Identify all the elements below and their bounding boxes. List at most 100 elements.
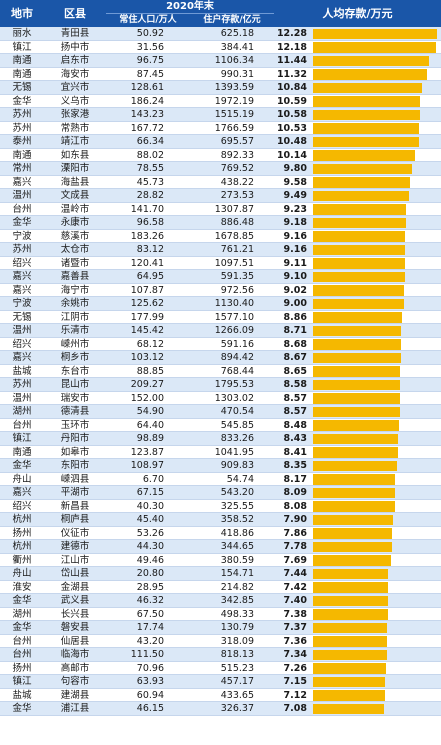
cell-per-capita: 9.58: [283, 176, 307, 188]
cell-deposit: 1130.40: [214, 298, 254, 309]
cell-county: 江阴市: [60, 311, 90, 323]
cell-per-capita: 8.08: [283, 500, 307, 512]
cell-population: 67.50: [136, 608, 164, 620]
cell-county: 海宁市: [60, 284, 90, 296]
cell-population: 28.95: [136, 581, 164, 593]
cell-county: 诸暨市: [60, 257, 90, 269]
cell-deposit: 1041.95: [214, 446, 254, 458]
cell-city: 台州: [12, 203, 32, 215]
cell-deposit: 515.23: [220, 662, 254, 674]
per-capita-bar: [313, 595, 388, 606]
cell-county: 桐乡市: [60, 352, 90, 363]
cell-population: 98.89: [136, 433, 164, 444]
cell-per-capita: 8.09: [283, 487, 307, 498]
cell-deposit: 433.65: [220, 689, 254, 701]
cell-per-capita: 9.49: [283, 190, 307, 201]
cell-per-capita: 8.57: [283, 406, 307, 417]
cell-population: 46.15: [136, 703, 164, 714]
per-capita-bar: [313, 433, 399, 444]
cell-per-capita: 8.41: [283, 446, 307, 458]
cell-county: 文成县: [60, 190, 90, 201]
cell-deposit: 1393.59: [214, 82, 254, 93]
cell-deposit: 625.18: [220, 28, 254, 39]
cell-population: 96.58: [136, 217, 164, 228]
per-capita-bar: [313, 69, 428, 80]
cell-deposit: 833.26: [220, 433, 254, 444]
cell-county: 东台市: [60, 365, 90, 377]
cell-city: 南通: [12, 68, 32, 80]
cell-deposit: 325.55: [220, 500, 254, 512]
cell-population: 107.87: [130, 284, 164, 296]
cell-county: 瑞安市: [60, 392, 90, 404]
cell-per-capita: 9.02: [283, 284, 307, 296]
cell-per-capita: 10.58: [276, 109, 307, 120]
cell-city: 苏州: [12, 109, 32, 120]
cell-deposit: 318.09: [220, 635, 254, 647]
cell-city: 苏州: [12, 122, 32, 134]
per-capita-bar: [313, 649, 388, 660]
cell-city: 南通: [12, 149, 32, 161]
cell-per-capita: 7.90: [283, 514, 307, 525]
cell-county: 长兴县: [60, 608, 90, 620]
cell-county: 金湖县: [60, 581, 90, 593]
cell-city: 无锡: [12, 311, 32, 323]
cell-county: 如皋市: [60, 446, 90, 458]
cell-population: 49.46: [136, 554, 164, 566]
cell-population: 88.85: [136, 365, 164, 377]
cell-city: 金华: [12, 703, 32, 714]
per-capita-bar: [313, 663, 387, 674]
cell-population: 17.74: [136, 622, 164, 633]
per-capita-bar: [313, 42, 436, 53]
cell-population: 45.40: [136, 514, 164, 525]
cell-county: 海安市: [60, 68, 90, 80]
cell-deposit: 695.57: [220, 136, 254, 147]
cell-city: 扬州: [12, 527, 32, 539]
cell-per-capita: 10.14: [276, 149, 307, 161]
cell-county: 仙居县: [60, 635, 90, 647]
per-capita-bar: [313, 109, 420, 120]
cell-per-capita: 9.16: [283, 244, 307, 255]
cell-city: 湖州: [12, 406, 32, 417]
cell-per-capita: 7.36: [283, 635, 307, 647]
cell-city: 舟山: [12, 473, 32, 485]
per-capita-bar: [313, 460, 398, 471]
cell-county: 余姚市: [60, 298, 90, 309]
cell-county: 嵊泗县: [60, 473, 90, 485]
cell-county: 东阳市: [60, 460, 90, 471]
cell-county: 建德市: [60, 541, 90, 552]
cell-city: 镇江: [12, 433, 32, 444]
cell-city: 南通: [12, 446, 32, 458]
per-capita-bar: [313, 96, 420, 107]
cell-city: 淮安: [12, 581, 32, 593]
cell-county: 温岭市: [60, 203, 90, 215]
per-capita-bar: [313, 163, 412, 174]
per-capita-bar: [313, 501, 395, 512]
cell-county: 溧阳市: [60, 163, 90, 174]
per-capita-bar: [313, 204, 407, 215]
cell-deposit: 498.33: [220, 608, 254, 620]
cell-deposit: 418.86: [220, 527, 254, 539]
cell-deposit: 54.74: [226, 473, 254, 485]
cell-city: 镇江: [12, 676, 32, 687]
cell-deposit: 768.44: [220, 365, 254, 377]
cell-city: 丽水: [12, 28, 32, 39]
cell-county: 昆山市: [60, 379, 90, 390]
cell-population: 167.72: [130, 122, 164, 134]
cell-county: 义乌市: [60, 95, 90, 107]
cell-per-capita: 8.35: [283, 460, 307, 471]
cell-city: 盐城: [12, 689, 32, 701]
cell-city: 绍兴: [12, 500, 32, 512]
cell-deposit: 990.31: [220, 68, 254, 80]
per-capita-bar: [313, 379, 400, 390]
cell-deposit: 545.85: [220, 419, 254, 431]
cell-city: 温州: [12, 190, 32, 201]
cell-population: 31.56: [136, 41, 164, 53]
cell-deposit: 769.52: [220, 163, 254, 174]
cell-per-capita: 9.10: [283, 271, 307, 282]
cell-city: 嘉兴: [12, 271, 32, 282]
cell-city: 苏州: [12, 379, 32, 390]
per-capita-bar: [313, 690, 385, 701]
cell-population: 141.70: [130, 203, 164, 215]
cell-population: 186.24: [130, 95, 164, 107]
cell-per-capita: 7.26: [283, 662, 307, 674]
